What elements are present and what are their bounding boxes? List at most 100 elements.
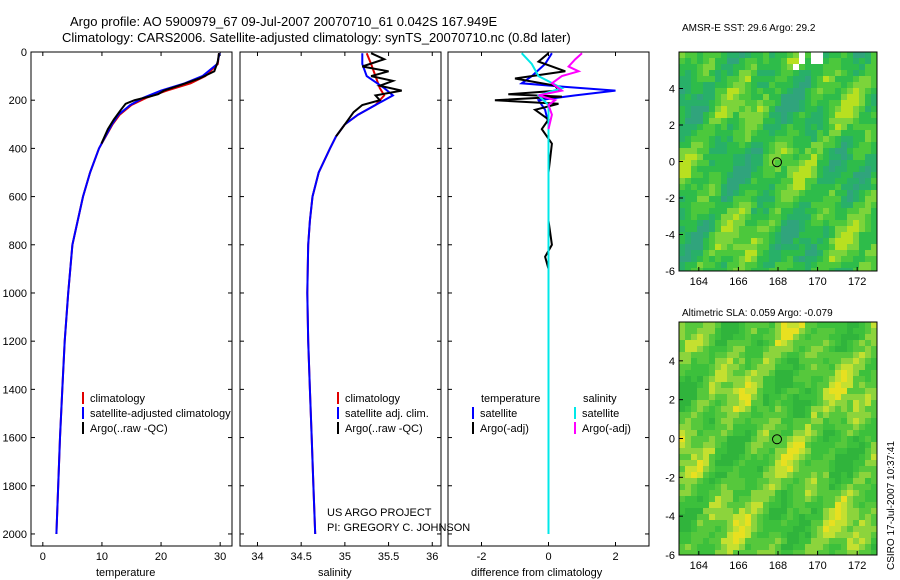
map-cell: [859, 106, 865, 112]
map-cell: [709, 64, 715, 70]
map-cell: [703, 394, 709, 400]
map-cell: [697, 160, 703, 166]
map-cell: [823, 64, 829, 70]
map-cell: [817, 400, 823, 406]
map-cell: [799, 166, 805, 172]
map-cell: [781, 520, 787, 526]
map-cell: [823, 226, 829, 232]
map-cell: [799, 394, 805, 400]
map-cell: [811, 376, 817, 382]
map-cell: [685, 112, 691, 118]
map-cell: [775, 544, 781, 550]
map-cell: [799, 442, 805, 448]
map-cell: [715, 88, 721, 94]
map-cell: [871, 166, 877, 172]
map-cell: [679, 490, 685, 496]
map-cell: [685, 184, 691, 190]
map-cell: [787, 184, 793, 190]
map-cell: [847, 214, 853, 220]
map-cell: [799, 514, 805, 520]
map-cell: [775, 364, 781, 370]
map-cell: [835, 388, 841, 394]
map-cell: [757, 376, 763, 382]
map-cell: [823, 262, 829, 268]
map-cell: [793, 352, 799, 358]
map-cell: [703, 496, 709, 502]
map-cell: [709, 214, 715, 220]
legend-entry-argo: Argo(..raw -QC): [90, 423, 168, 435]
map-cell: [757, 208, 763, 214]
map-cell: [739, 100, 745, 106]
map-x-tick-label: 172: [848, 276, 866, 288]
map-cell: [751, 100, 757, 106]
map-cell: [721, 454, 727, 460]
map-cell: [691, 376, 697, 382]
map-cell: [733, 544, 739, 550]
map-cell: [781, 130, 787, 136]
map-cell: [805, 424, 811, 430]
map-cell: [793, 82, 799, 88]
map-cell: [703, 268, 709, 271]
map-cell: [697, 466, 703, 472]
map-cell: [787, 496, 793, 502]
map-cell: [763, 358, 769, 364]
map-cell: [841, 418, 847, 424]
map-cell: [781, 388, 787, 394]
map-cell: [727, 184, 733, 190]
map-cell: [721, 184, 727, 190]
map-cell: [751, 400, 757, 406]
map-cell: [685, 436, 691, 442]
map-cell: [715, 166, 721, 172]
map-cell: [865, 58, 871, 64]
map-cell: [817, 442, 823, 448]
map-cell: [721, 208, 727, 214]
map-cell: [703, 532, 709, 538]
map-cell: [679, 472, 685, 478]
map-cell: [739, 124, 745, 130]
map-cell: [763, 466, 769, 472]
map-cell: [781, 436, 787, 442]
map-cell: [817, 184, 823, 190]
map-cell: [769, 220, 775, 226]
map-cell: [841, 544, 847, 550]
map-cell: [691, 472, 697, 478]
map-cell: [835, 364, 841, 370]
map-cell: [709, 526, 715, 532]
map-cell: [733, 154, 739, 160]
map-cell: [691, 526, 697, 532]
map-cell: [721, 352, 727, 358]
map-cell: [871, 526, 877, 532]
map-cell: [781, 466, 787, 472]
map-cell: [733, 184, 739, 190]
map-cell: [847, 106, 853, 112]
map-cell: [769, 406, 775, 412]
map-cell: [709, 76, 715, 82]
map-cell: [751, 118, 757, 124]
map-cell: [835, 118, 841, 124]
map-cell: [709, 346, 715, 352]
map-cell: [685, 490, 691, 496]
map-cell: [763, 64, 769, 70]
map-cell: [799, 100, 805, 106]
map-cell: [727, 376, 733, 382]
map-cell: [847, 478, 853, 484]
map-cell: [805, 64, 811, 70]
map-cell: [745, 262, 751, 268]
map-cell: [793, 52, 799, 58]
map-cell: [691, 100, 697, 106]
map-cell: [763, 334, 769, 340]
map-cell: [703, 544, 709, 550]
map-cell: [715, 442, 721, 448]
map-cell: [793, 202, 799, 208]
map-cell: [865, 550, 871, 555]
map-cell: [823, 244, 829, 250]
map-cell: [763, 142, 769, 148]
map-cell: [859, 376, 865, 382]
map-y-tick-label: 4: [669, 84, 675, 96]
map-cell: [721, 460, 727, 466]
map-cell: [715, 478, 721, 484]
map-cell: [685, 136, 691, 142]
map-cell: [745, 358, 751, 364]
map-cell: [841, 166, 847, 172]
map-cell: [775, 424, 781, 430]
